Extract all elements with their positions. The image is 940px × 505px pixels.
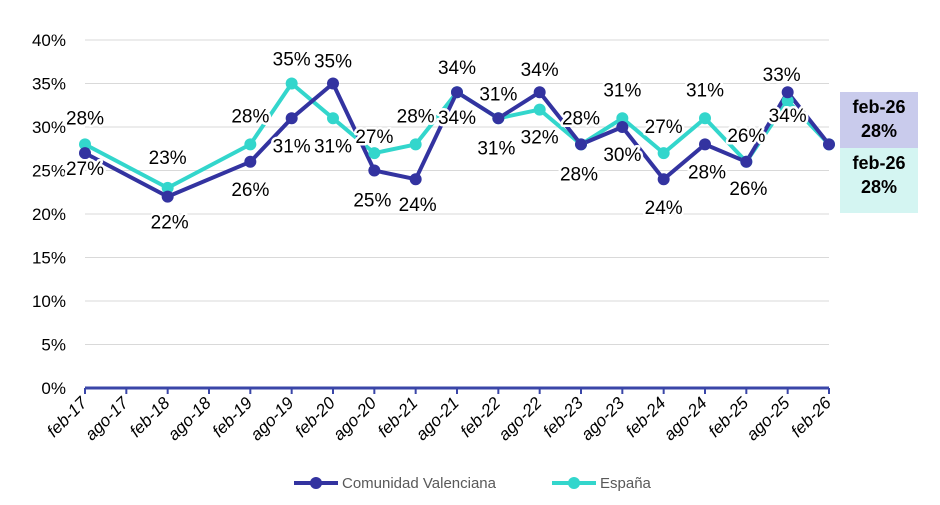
point-espa-a (657, 147, 670, 160)
point-comunidad-valenciana (657, 173, 670, 186)
data-label-espa-a: 34% (438, 58, 476, 79)
point-comunidad-valenciana (533, 86, 546, 99)
legend-label-comunidad-valenciana: Comunidad Valenciana (342, 475, 497, 492)
data-label-espa-a: 23% (149, 148, 187, 169)
data-label-comunidad-valenciana: 27% (66, 159, 104, 180)
grid-lines (85, 39, 829, 345)
point-comunidad-valenciana (327, 77, 339, 90)
data-label-comunidad-valenciana: 34% (438, 108, 476, 129)
point-comunidad-valenciana (492, 112, 505, 125)
x-tick-label: ago-25 (743, 393, 794, 444)
x-tick-label: ago-21 (412, 393, 463, 444)
end-label-value: 28% (860, 177, 898, 197)
legend-label-espa-a: España (600, 475, 652, 492)
x-axis-ticks: feb-17ago-17feb-18ago-18feb-19ago-19feb-… (43, 388, 835, 444)
y-tick-label: 40% (32, 31, 66, 50)
point-espa-a (616, 112, 629, 125)
point-comunidad-valenciana (79, 147, 91, 160)
data-label-espa-a: 28% (231, 106, 269, 127)
y-axis-ticks: 0% 5% 10% 15% 20% 25% 30% 35% 40% (32, 31, 66, 398)
data-label-espa-a: 26% (727, 126, 765, 147)
end-label-period: feb-26 (852, 153, 906, 173)
data-label-comunidad-valenciana: 25% (353, 191, 391, 212)
data-label-espa-a: 28% (397, 106, 435, 127)
x-tick-label: ago-22 (495, 393, 546, 444)
end-label-espana: feb-26 28% (840, 148, 918, 213)
y-tick-label: 0% (41, 379, 66, 398)
series-points (79, 77, 835, 203)
data-label-comunidad-valenciana: 35% (314, 52, 352, 73)
legend-marker-espa-a (568, 477, 580, 489)
data-label-espa-a: 31% (314, 136, 352, 157)
end-label-comunidad-valenciana: feb-26 28% (840, 92, 918, 149)
point-comunidad-valenciana (368, 164, 381, 177)
end-label-value: 28% (860, 121, 898, 141)
data-label-comunidad-valenciana: 30% (603, 145, 641, 166)
point-comunidad-valenciana (616, 121, 629, 133)
legend: Comunidad Valenciana España (294, 475, 652, 492)
legend-marker-comunidad-valenciana (310, 477, 322, 489)
data-label-espa-a: 31% (686, 80, 724, 101)
data-label-comunidad-valenciana: 24% (645, 198, 683, 219)
data-label-espa-a: 28% (66, 108, 104, 129)
point-comunidad-valenciana (409, 173, 422, 186)
data-label-comunidad-valenciana: 24% (399, 195, 437, 216)
point-espa-a (161, 181, 174, 194)
data-label-espa-a: 35% (273, 50, 311, 71)
x-tick-label: ago-18 (164, 393, 215, 444)
data-label-espa-a: 27% (355, 127, 393, 148)
end-label-period: feb-26 (852, 97, 906, 117)
point-espa-a (327, 112, 339, 125)
point-espa-a (244, 138, 257, 151)
data-label-comunidad-valenciana: 26% (231, 180, 269, 201)
data-labels: 27%22%26%31%35%25% 24%34%31%34%28%30%24%2… (63, 47, 809, 236)
point-comunidad-valenciana (781, 86, 794, 99)
data-label-comunidad-valenciana: 28% (560, 164, 598, 185)
y-tick-label: 15% (32, 249, 66, 268)
x-tick-label: ago-17 (81, 393, 132, 444)
data-label-comunidad-valenciana: 34% (769, 106, 807, 127)
point-espa-a (79, 138, 91, 151)
point-espa-a (285, 77, 298, 90)
data-label-espa-a: 31% (479, 84, 517, 105)
x-tick-label: ago-19 (247, 393, 298, 444)
point-comunidad-valenciana (451, 86, 463, 99)
data-label-espa-a: 27% (645, 117, 683, 138)
data-label-comunidad-valenciana: 28% (688, 162, 726, 183)
data-label-espa-a: 28% (562, 108, 600, 129)
data-label-espa-a: 32% (521, 128, 559, 149)
y-tick-label: 5% (41, 336, 66, 355)
point-espa-a (699, 112, 711, 125)
y-tick-label: 20% (32, 205, 66, 224)
point-espa-a (368, 147, 381, 160)
y-tick-label: 30% (32, 118, 66, 137)
point-comunidad-valenciana (740, 155, 753, 168)
y-tick-label: 10% (32, 292, 66, 311)
x-tick-label: ago-23 (577, 393, 628, 444)
x-tick-label: feb-26 (787, 393, 835, 441)
data-label-espa-a: 33% (763, 65, 801, 86)
point-comunidad-valenciana (244, 155, 257, 168)
point-espa-a (533, 103, 546, 116)
data-label-comunidad-valenciana: 26% (729, 179, 767, 200)
y-tick-label: 25% (32, 162, 66, 181)
data-label-comunidad-valenciana: 31% (477, 138, 515, 159)
point-comunidad-valenciana (161, 190, 174, 203)
point-comunidad-valenciana (285, 112, 298, 125)
x-tick-label: ago-20 (329, 393, 380, 444)
point-comunidad-valenciana (699, 138, 711, 151)
point-comunidad-valenciana (575, 138, 587, 151)
point-espa-a (409, 138, 422, 151)
point-comunidad-valenciana (823, 138, 835, 151)
y-tick-label: 35% (32, 75, 66, 94)
data-label-comunidad-valenciana: 31% (273, 136, 311, 157)
x-tick-label: ago-24 (660, 393, 711, 444)
data-label-comunidad-valenciana: 34% (521, 60, 559, 81)
data-label-comunidad-valenciana: 22% (151, 213, 189, 234)
point-espa-a (781, 94, 794, 107)
data-label-espa-a: 31% (603, 80, 641, 101)
